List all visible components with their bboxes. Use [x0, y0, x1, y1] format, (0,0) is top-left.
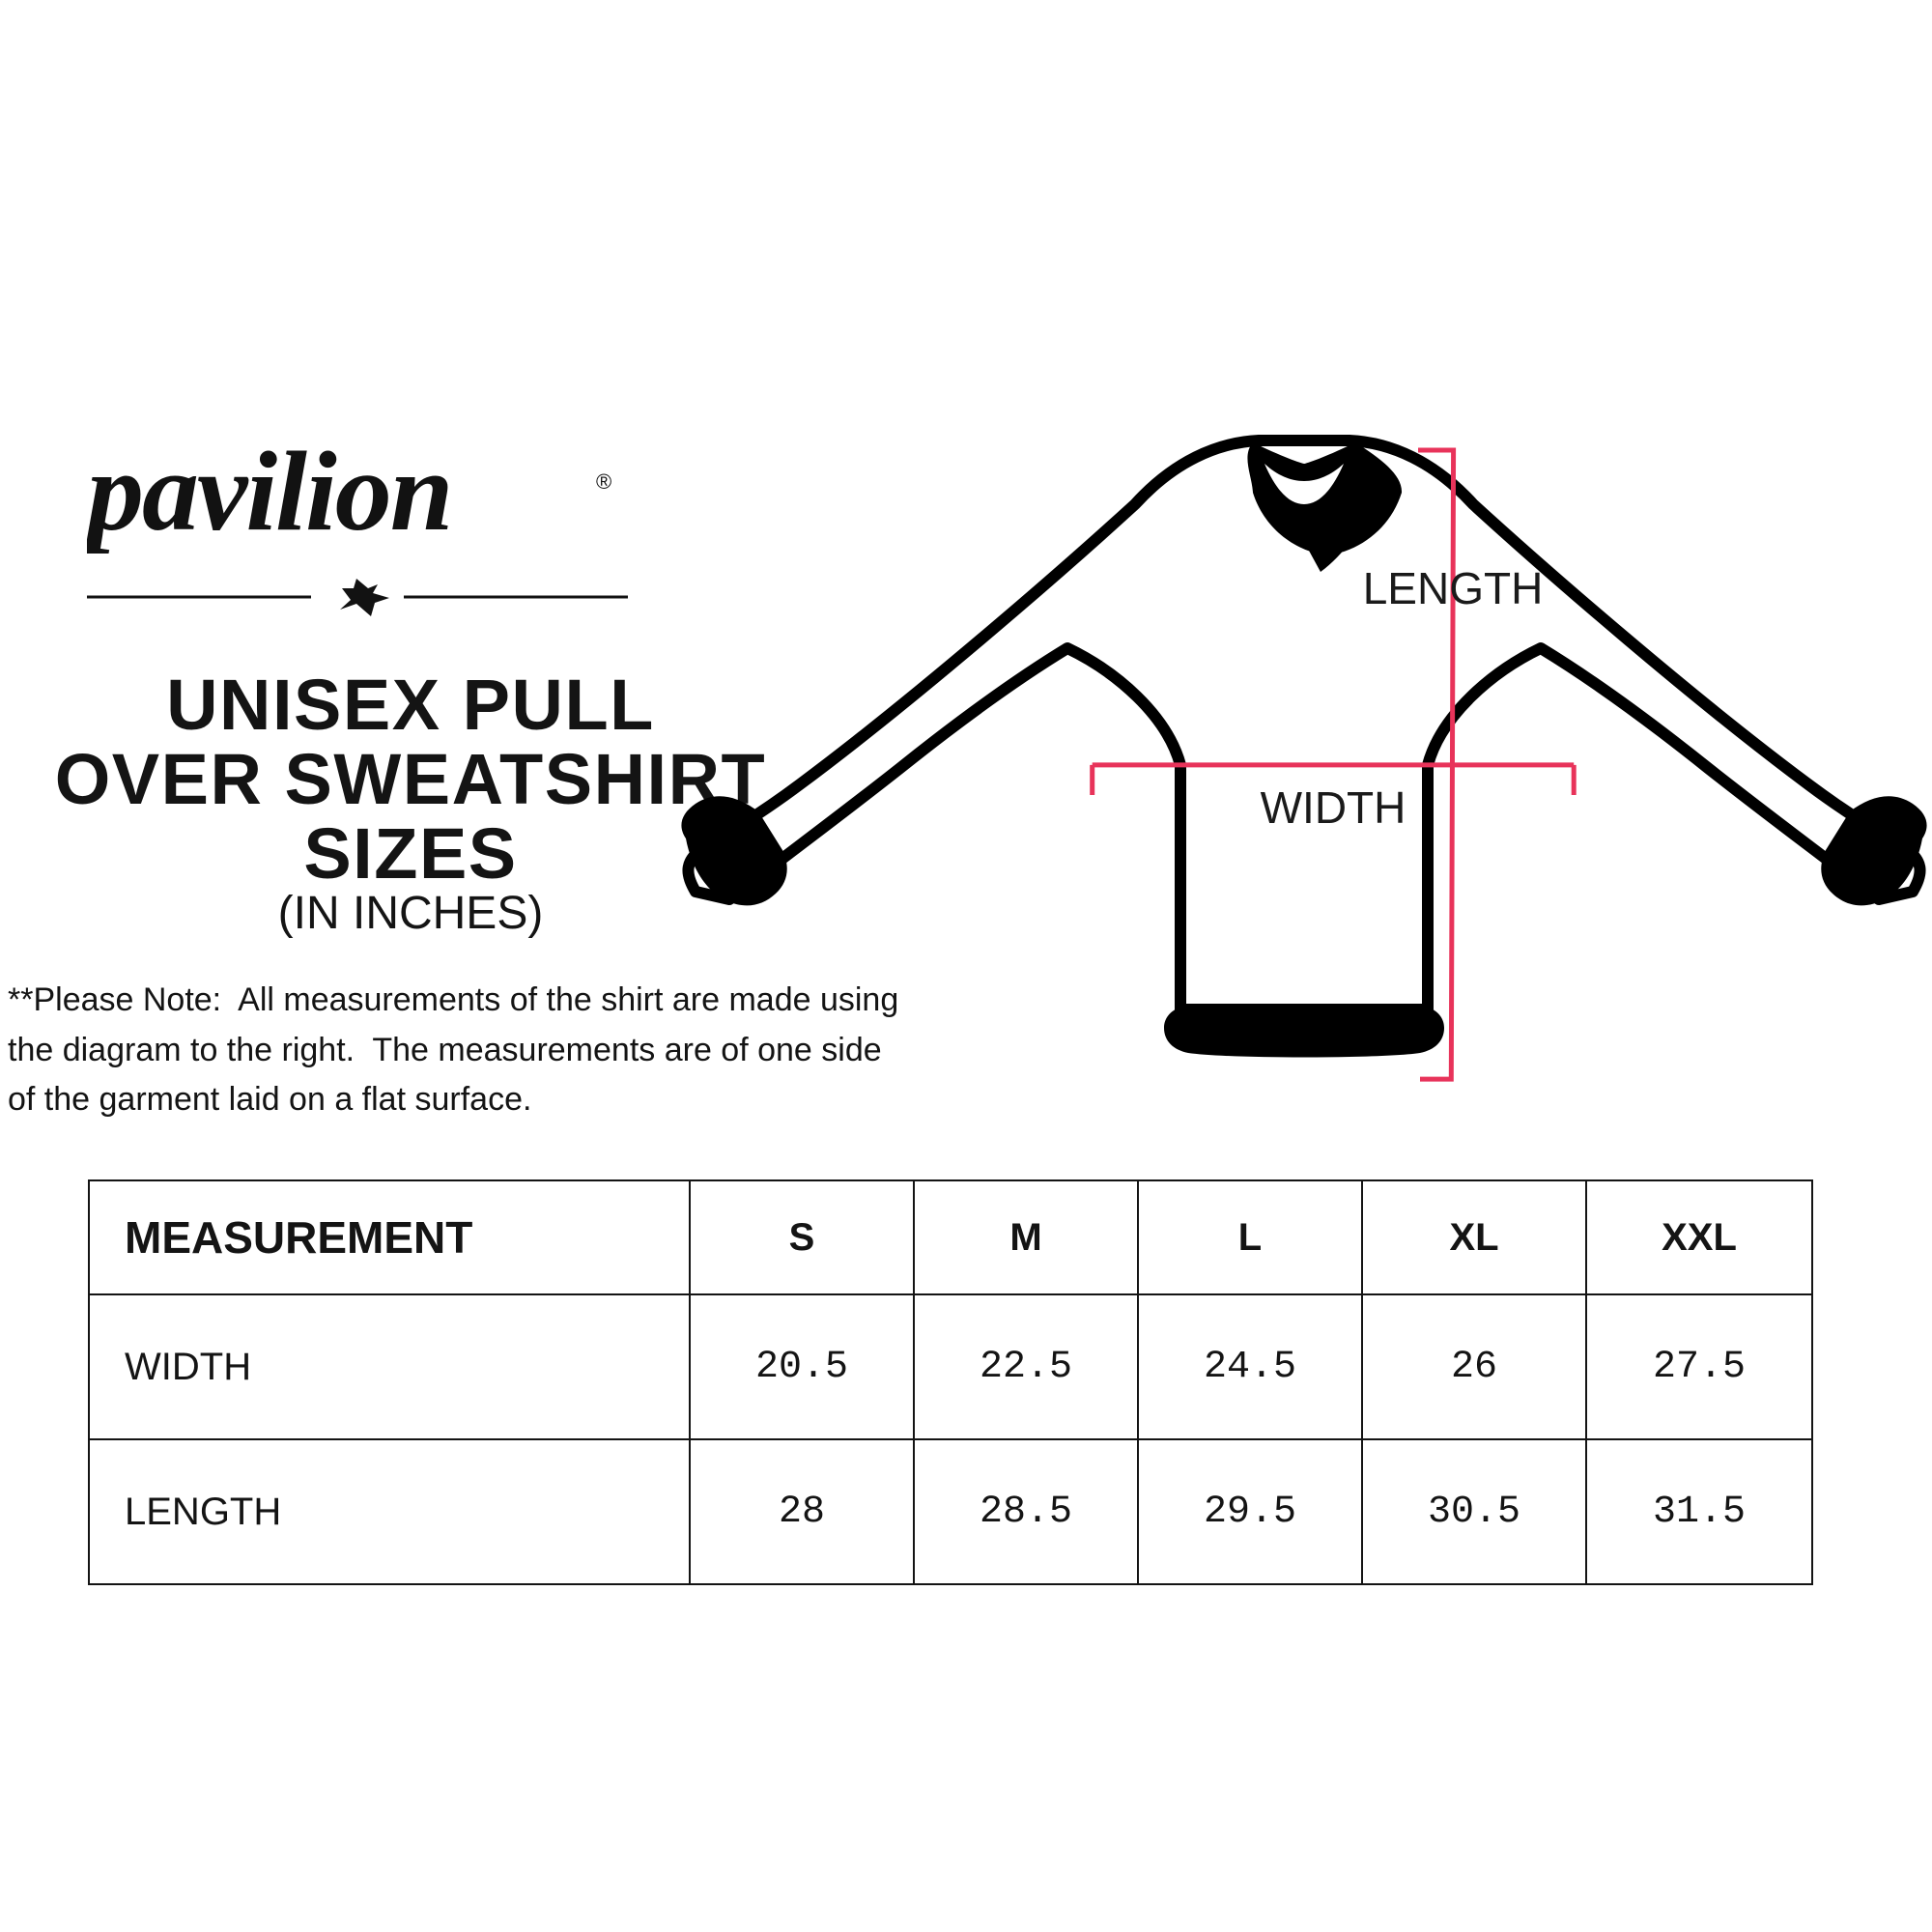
- svg-text:®: ®: [596, 469, 611, 494]
- svg-text:WIDTH: WIDTH: [1261, 782, 1406, 833]
- svg-text:pavilion: pavilion: [87, 433, 451, 554]
- svg-text:LENGTH: LENGTH: [1363, 563, 1544, 613]
